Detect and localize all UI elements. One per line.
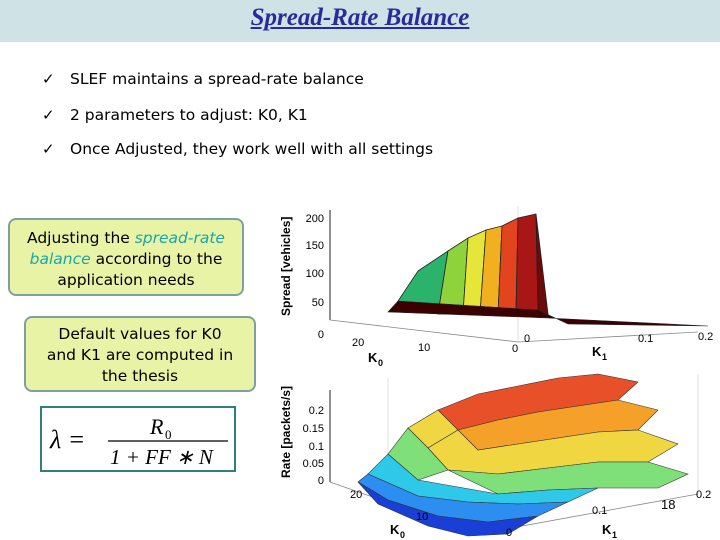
k1-axis xyxy=(517,331,699,343)
surface-patch xyxy=(515,213,539,313)
title-bar xyxy=(0,0,720,42)
page-number: 18 xyxy=(661,497,676,512)
bullet-item: ✓ SLEF maintains a spread-rate balance xyxy=(42,70,364,88)
callout-line: the thesis xyxy=(101,367,179,385)
callout-line: Adjusting the spread-rate xyxy=(10,228,242,249)
k0-tick-label: 0 xyxy=(512,343,518,355)
formula-denominator: 1 + FF ∗ N xyxy=(110,445,214,469)
z-tick-label: 0 xyxy=(318,475,324,487)
surface-floor xyxy=(387,300,709,327)
rate-surface-plot: 0.2 0.15 0.1 0.05 0 Rate [packets/s] 20 … xyxy=(279,373,711,540)
k1-axis-sub: 1 xyxy=(602,352,607,362)
z-tick-label: 0.2 xyxy=(309,405,324,417)
k0-tick-label: 10 xyxy=(416,511,428,523)
bullet-item: ✓ Once Adjusted, they work well with all … xyxy=(42,140,433,158)
bullet-text: 2 parameters to adjust: K0, K1 xyxy=(70,106,308,124)
spread-surface-plot: 200 150 100 50 0 Spread [vehicles] 20 10… xyxy=(279,206,713,368)
callout-spread-rate: Adjusting the spread-rate balance accord… xyxy=(8,218,244,296)
k0-tick-label: 20 xyxy=(352,337,364,349)
callout-text: Adjusting the xyxy=(27,229,135,247)
z-tick-label: 0.1 xyxy=(309,441,324,453)
slide-title: Spread-Rate Balance xyxy=(250,4,470,31)
k1-axis-label: K xyxy=(592,344,602,359)
k1-tick-label: 0 xyxy=(524,333,530,345)
k1-tick-label: 0.2 xyxy=(696,489,711,501)
callout-line: balance according to the xyxy=(10,249,242,270)
formula-numerator-sub: 0 xyxy=(165,427,172,442)
formula-box: λ = R 0 1 + FF ∗ N xyxy=(40,406,236,472)
callout-highlight: balance xyxy=(29,250,91,268)
callout-line: application needs xyxy=(57,271,195,289)
z-tick-label: 50 xyxy=(312,297,324,309)
callout-highlight: spread-rate xyxy=(134,229,225,247)
check-icon: ✓ xyxy=(42,70,55,88)
callout-line: and K1 are computed in xyxy=(46,346,234,364)
k1-tick-label: 0.1 xyxy=(638,333,653,345)
bullet-item: ✓ 2 parameters to adjust: K0, K1 xyxy=(42,106,308,124)
bullet-text: Once Adjusted, they work well with all s… xyxy=(70,140,434,158)
callout-line: Default values for K0 xyxy=(58,325,222,343)
z-tick-label: 0 xyxy=(318,329,324,341)
k0-axis xyxy=(329,319,519,343)
z-axis-label: Spread [vehicles] xyxy=(279,217,293,316)
k0-tick-label: 20 xyxy=(350,489,362,501)
z-tick-label: 150 xyxy=(306,240,324,252)
bullet-text: SLEF maintains a spread-rate balance xyxy=(70,70,364,88)
z-tick-label: 0.15 xyxy=(303,423,324,435)
check-icon: ✓ xyxy=(42,106,55,124)
k0-axis-label: K xyxy=(390,522,400,537)
k1-axis-sub: 1 xyxy=(612,530,617,540)
k0-axis-label: K xyxy=(368,350,378,365)
callout-default-values: Default values for K0 and K1 are compute… xyxy=(24,316,256,392)
k1-axis-label: K xyxy=(602,522,612,537)
formula-svg: λ = R 0 1 + FF ∗ N xyxy=(49,414,228,469)
z-tick-label: 100 xyxy=(306,268,324,280)
k0-tick-label: 10 xyxy=(418,342,430,354)
k1-tick-label: 0.1 xyxy=(592,505,607,517)
surface-patch xyxy=(357,481,539,537)
k0-axis-sub: 0 xyxy=(378,358,383,368)
callout-text: according to the xyxy=(90,250,223,268)
check-icon: ✓ xyxy=(42,140,55,158)
surface-patch xyxy=(535,213,549,315)
z-tick-label: 200 xyxy=(306,213,324,225)
k0-tick-label: 0 xyxy=(506,527,512,539)
k1-tick-label: 0.2 xyxy=(698,331,713,343)
formula-numerator: R xyxy=(149,414,164,439)
z-axis-label: Rate [packets/s] xyxy=(279,386,293,478)
k0-axis-sub: 0 xyxy=(400,530,405,540)
z-tick-label: 0.05 xyxy=(303,458,324,470)
formula-lhs: λ = xyxy=(49,425,85,454)
